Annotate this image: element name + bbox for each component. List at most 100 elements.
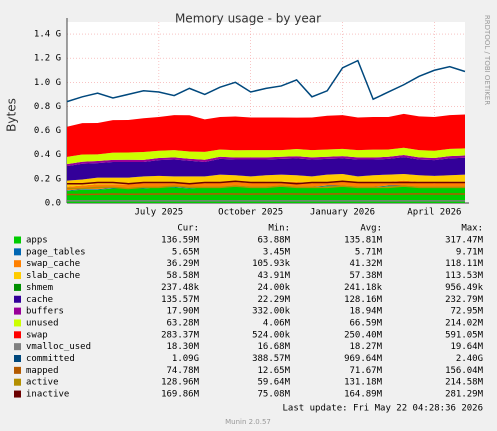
- legend-value: 317.47M: [445, 236, 484, 246]
- legend-value: 214.58M: [445, 378, 484, 388]
- legend-value: 58.58M: [166, 271, 199, 281]
- y-tick-label: 0.0: [45, 199, 61, 209]
- legend-value: 281.29M: [445, 390, 484, 400]
- x-tick-label: July 2025: [134, 208, 183, 218]
- legend-label: slab_cache: [26, 271, 80, 281]
- legend-swatch: [14, 283, 21, 291]
- legend-value: 156.04M: [445, 366, 484, 376]
- legend-value: 3.45M: [263, 247, 291, 257]
- legend-value: 16.68M: [257, 342, 290, 352]
- legend-swatch: [14, 355, 21, 362]
- legend-swatch: [14, 260, 21, 268]
- chart-title: Memory usage - by year: [175, 12, 321, 26]
- legend-label: vmalloc_used: [26, 342, 91, 352]
- legend-swatch: [14, 319, 21, 327]
- legend-value: 136.59M: [161, 236, 200, 246]
- legend-value: 118.11M: [445, 259, 484, 269]
- watermark: RRDTOOL / TOBI OETIKER: [483, 15, 491, 105]
- legend-label: mapped: [26, 366, 59, 376]
- legend-swatch: [14, 295, 21, 303]
- legend-swatch: [14, 272, 21, 280]
- legend-value: 41.32M: [349, 259, 382, 269]
- legend-value: 18.27M: [349, 342, 382, 352]
- legend-value: 43.91M: [257, 271, 290, 281]
- legend-header: Min:: [268, 224, 290, 234]
- legend-label: cache: [26, 295, 53, 305]
- x-tick-label: January 2026: [310, 208, 375, 218]
- legend-value: 4.06M: [263, 318, 291, 328]
- legend-label: page_tables: [26, 247, 86, 257]
- legend-value: 36.29M: [166, 259, 199, 269]
- legend-value: 969.64M: [344, 354, 383, 364]
- legend-swatch: [14, 307, 21, 315]
- y-tick-label: 0.4 G: [34, 150, 61, 160]
- legend-swatch: [14, 390, 21, 398]
- legend-label: swap_cache: [26, 259, 80, 269]
- legend-swatch: [14, 248, 21, 256]
- legend-value: 17.90M: [166, 307, 199, 317]
- legend-label: shmem: [26, 283, 53, 293]
- legend-value: 74.78M: [166, 366, 199, 376]
- legend-value: 9.71M: [456, 247, 484, 257]
- legend-value: 232.79M: [445, 295, 484, 305]
- legend-label: buffers: [26, 307, 64, 317]
- legend-value: 71.67M: [349, 366, 382, 376]
- legend-value: 19.64M: [450, 342, 483, 352]
- y-tick-label: 0.6 G: [34, 126, 61, 136]
- y-tick-label: 1.0 G: [34, 78, 61, 88]
- legend-swatch: [14, 331, 21, 339]
- legend-value: 113.53M: [445, 271, 484, 281]
- legend-value: 250.40M: [344, 330, 383, 340]
- line: [67, 180, 465, 185]
- legend-swatch: [14, 378, 21, 386]
- area: [67, 174, 465, 187]
- area: [67, 157, 465, 181]
- legend-value: 57.38M: [349, 271, 382, 281]
- legend-value: 2.40G: [456, 354, 483, 364]
- area: [67, 154, 465, 167]
- legend-value: 388.57M: [252, 354, 291, 364]
- y-tick-label: 0.8 G: [34, 102, 61, 112]
- legend-header: Max:: [461, 224, 483, 234]
- legend-value: 164.89M: [344, 390, 383, 400]
- y-axis-label: Bytes: [5, 98, 19, 132]
- legend-value: 22.29M: [257, 295, 290, 305]
- legend-value: 18.30M: [166, 342, 199, 352]
- legend-header: Cur:: [177, 224, 199, 234]
- legend-value: 128.96M: [161, 378, 200, 388]
- legend-label: committed: [26, 354, 75, 364]
- last-update: Last update: Fri May 22 04:28:36 2026: [283, 404, 483, 414]
- legend-label: apps: [26, 236, 48, 246]
- legend-label: inactive: [26, 390, 69, 400]
- legend-label: unused: [26, 318, 59, 328]
- y-tick-label: 0.2 G: [34, 174, 61, 184]
- legend-value: 524.00k: [252, 330, 291, 340]
- legend-header: Avg:: [360, 224, 382, 234]
- legend-value: 131.18M: [344, 378, 383, 388]
- legend-value: 332.00k: [252, 307, 291, 317]
- line: [67, 185, 465, 190]
- legend-label: active: [26, 378, 59, 388]
- legend-swatch: [14, 343, 21, 351]
- legend-value: 956.49k: [445, 283, 484, 293]
- legend-value: 591.05M: [445, 330, 484, 340]
- legend-value: 5.65M: [172, 247, 200, 257]
- legend-value: 214.02M: [445, 318, 484, 328]
- legend-value: 169.86M: [161, 390, 200, 400]
- footer: Munin 2.0.57: [225, 418, 271, 426]
- y-tick-label: 1.4 G: [34, 30, 61, 40]
- legend-value: 135.81M: [344, 236, 383, 246]
- legend-value: 75.08M: [257, 390, 290, 400]
- legend-label: swap: [26, 330, 48, 340]
- legend-value: 105.93k: [252, 259, 291, 269]
- legend-value: 59.64M: [257, 378, 290, 388]
- legend-value: 135.57M: [161, 295, 200, 305]
- area: [67, 147, 465, 165]
- legend-value: 5.71M: [355, 247, 383, 257]
- y-tick-label: 1.2 G: [34, 54, 61, 64]
- legend-value: 66.59M: [349, 318, 382, 328]
- area: [67, 113, 465, 157]
- legend-swatch: [14, 236, 21, 244]
- legend-value: 237.48k: [161, 283, 200, 293]
